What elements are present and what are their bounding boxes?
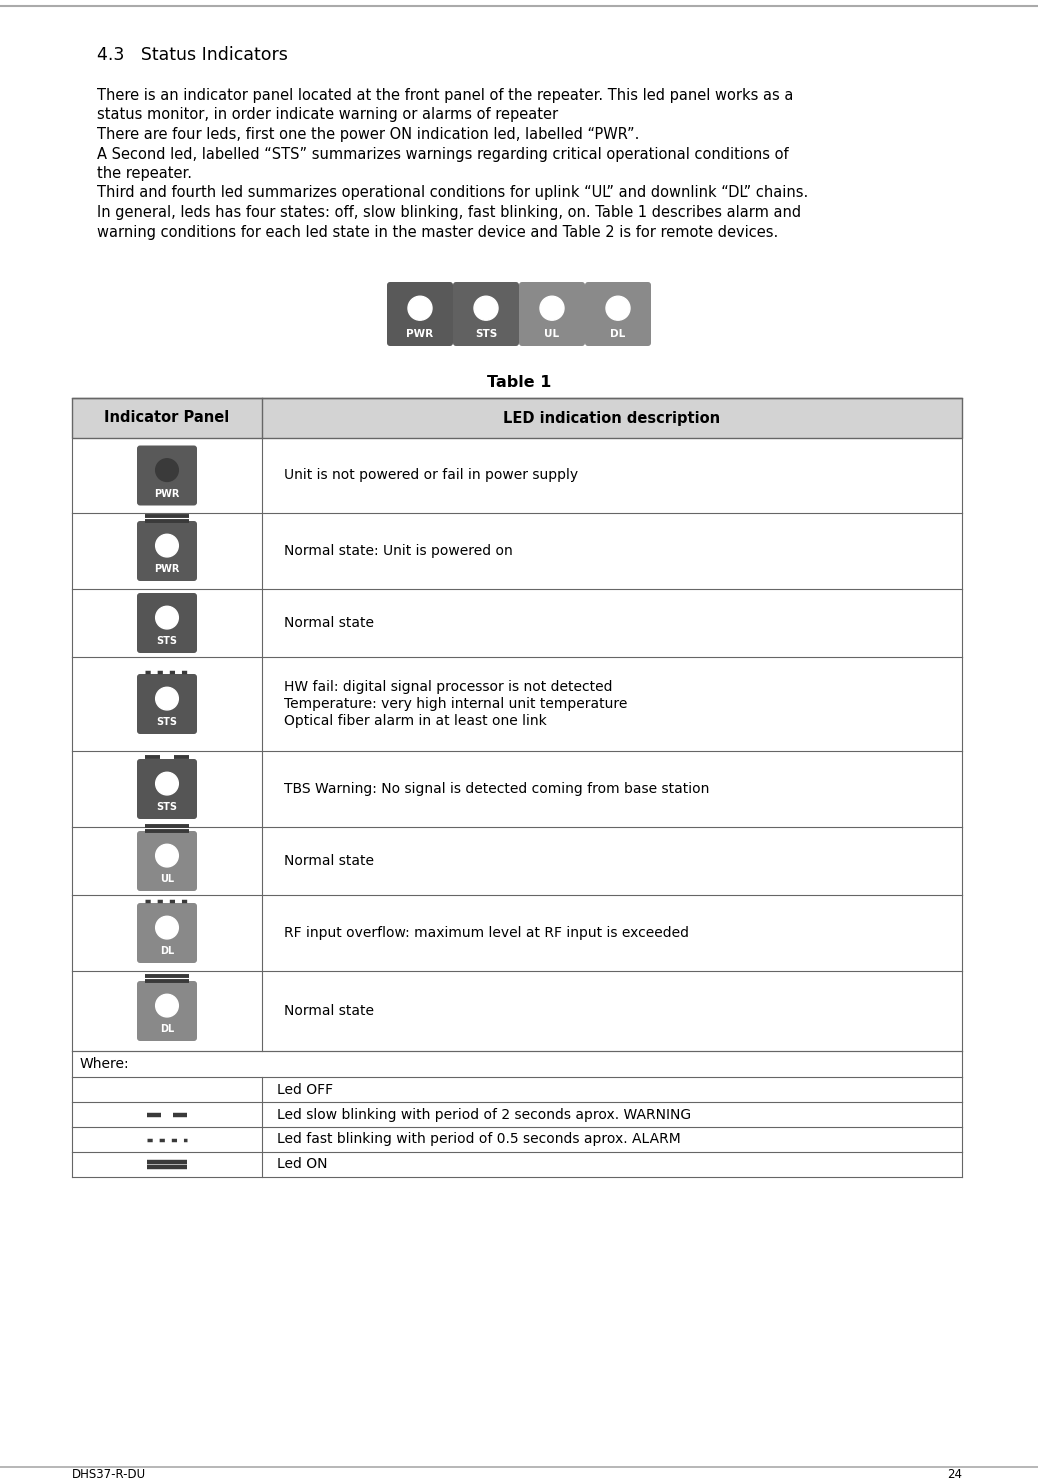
Text: UL: UL	[545, 329, 559, 339]
Text: the repeater.: the repeater.	[97, 166, 192, 181]
FancyBboxPatch shape	[137, 903, 197, 963]
Text: DL: DL	[160, 1025, 174, 1034]
Text: status monitor, in order indicate warning or alarms of repeater: status monitor, in order indicate warnin…	[97, 108, 558, 123]
Text: STS: STS	[157, 637, 177, 646]
FancyBboxPatch shape	[137, 758, 197, 819]
FancyBboxPatch shape	[519, 281, 585, 347]
Text: Led slow blinking with period of 2 seconds aprox. WARNING: Led slow blinking with period of 2 secon…	[277, 1108, 691, 1121]
Text: DL: DL	[160, 946, 174, 957]
Text: Normal state: Normal state	[284, 616, 374, 629]
Text: HW fail: digital signal processor is not detected: HW fail: digital signal processor is not…	[284, 680, 612, 695]
Text: warning conditions for each led state in the master device and Table 2 is for re: warning conditions for each led state in…	[97, 225, 778, 240]
FancyBboxPatch shape	[137, 592, 197, 653]
Text: 4.3   Status Indicators: 4.3 Status Indicators	[97, 46, 288, 64]
Text: There are four leds, first one the power ON indication led, labelled “PWR”.: There are four leds, first one the power…	[97, 127, 639, 142]
Text: Normal state: Normal state	[284, 1004, 374, 1017]
Text: Optical fiber alarm in at least one link: Optical fiber alarm in at least one link	[284, 714, 547, 729]
FancyBboxPatch shape	[585, 281, 651, 347]
Text: DHS37-R-DU: DHS37-R-DU	[72, 1468, 146, 1481]
Text: Third and fourth led summarizes operational conditions for uplink “UL” and downl: Third and fourth led summarizes operatio…	[97, 185, 809, 200]
Text: TBS Warning: No signal is detected coming from base station: TBS Warning: No signal is detected comin…	[284, 782, 709, 795]
FancyBboxPatch shape	[137, 674, 197, 735]
Text: PWR: PWR	[155, 489, 180, 499]
Text: A Second led, labelled “STS” summarizes warnings regarding critical operational : A Second led, labelled “STS” summarizes …	[97, 147, 789, 161]
Text: Led ON: Led ON	[277, 1158, 328, 1171]
Text: In general, leds has four states: off, slow blinking, fast blinking, on. Table 1: In general, leds has four states: off, s…	[97, 204, 801, 221]
Text: PWR: PWR	[155, 564, 180, 575]
FancyBboxPatch shape	[453, 281, 519, 347]
Circle shape	[474, 296, 498, 320]
Text: RF input overflow: maximum level at RF input is exceeded: RF input overflow: maximum level at RF i…	[284, 926, 689, 940]
Circle shape	[156, 917, 179, 939]
Circle shape	[156, 844, 179, 866]
Text: Led OFF: Led OFF	[277, 1083, 333, 1096]
Text: Normal state: Normal state	[284, 855, 374, 868]
Text: Led fast blinking with period of 0.5 seconds aprox. ALARM: Led fast blinking with period of 0.5 sec…	[277, 1133, 681, 1146]
Text: Temperature: very high internal unit temperature: Temperature: very high internal unit tem…	[284, 698, 627, 711]
Circle shape	[156, 459, 179, 481]
FancyBboxPatch shape	[137, 446, 197, 505]
Circle shape	[408, 296, 432, 320]
Circle shape	[156, 772, 179, 795]
Text: PWR: PWR	[407, 329, 434, 339]
Text: Normal state: Unit is powered on: Normal state: Unit is powered on	[284, 544, 513, 558]
Circle shape	[606, 296, 630, 320]
Text: Table 1: Table 1	[487, 375, 551, 390]
Circle shape	[156, 606, 179, 629]
Circle shape	[156, 994, 179, 1017]
Circle shape	[156, 535, 179, 557]
Text: STS: STS	[157, 803, 177, 813]
Circle shape	[156, 687, 179, 709]
Text: 24: 24	[947, 1468, 962, 1481]
FancyBboxPatch shape	[137, 521, 197, 581]
Text: STS: STS	[474, 329, 497, 339]
Text: Indicator Panel: Indicator Panel	[105, 410, 229, 425]
Text: LED indication description: LED indication description	[503, 410, 720, 425]
Text: STS: STS	[157, 717, 177, 727]
Text: Where:: Where:	[80, 1057, 130, 1071]
Circle shape	[540, 296, 564, 320]
FancyBboxPatch shape	[137, 831, 197, 892]
FancyBboxPatch shape	[387, 281, 453, 347]
Text: DL: DL	[610, 329, 626, 339]
Bar	[72, 398, 962, 438]
Text: There is an indicator panel located at the front panel of the repeater. This led: There is an indicator panel located at t…	[97, 87, 793, 104]
FancyBboxPatch shape	[137, 980, 197, 1041]
Text: Unit is not powered or fail in power supply: Unit is not powered or fail in power sup…	[284, 468, 578, 483]
Text: UL: UL	[160, 874, 174, 884]
